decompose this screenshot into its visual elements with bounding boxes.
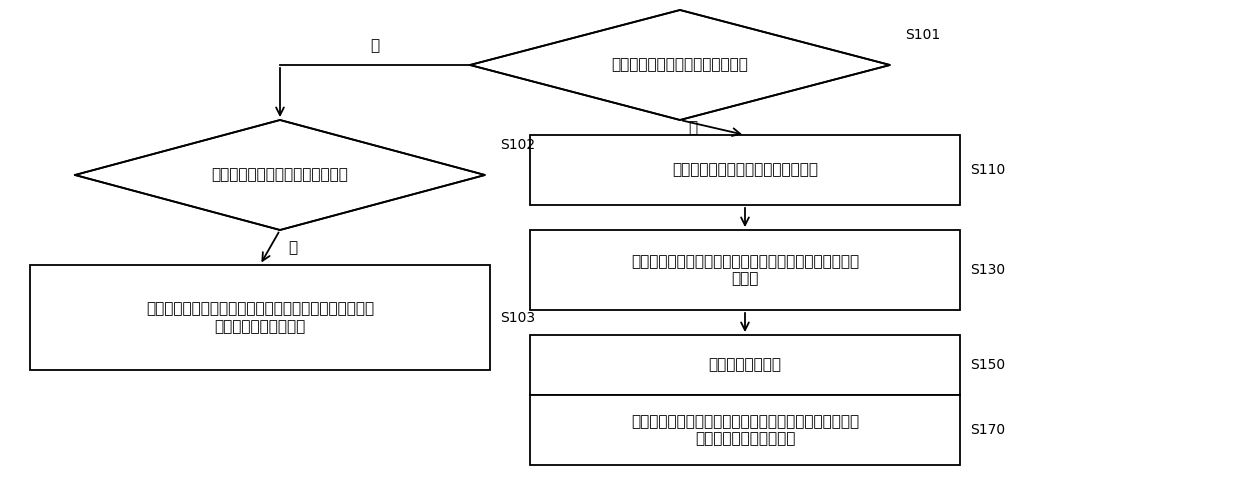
Polygon shape bbox=[470, 10, 890, 120]
Polygon shape bbox=[74, 120, 485, 230]
Text: S103: S103 bbox=[500, 311, 536, 325]
Text: 是: 是 bbox=[288, 240, 298, 255]
Bar bbox=[529, 395, 960, 465]
Bar bbox=[529, 335, 960, 395]
Text: S130: S130 bbox=[970, 263, 1006, 277]
Text: 是: 是 bbox=[688, 120, 697, 135]
Text: 检测是否接收到手动模式开启指令: 检测是否接收到手动模式开启指令 bbox=[212, 167, 348, 183]
Text: S150: S150 bbox=[970, 358, 1006, 372]
Bar bbox=[529, 135, 960, 205]
Text: S170: S170 bbox=[970, 423, 1006, 437]
Text: S110: S110 bbox=[970, 163, 1006, 177]
Text: 在波形采集时长等于预设时长时停止采集，得到波形采集
时长之内采集的气隙波形: 在波形采集时长等于预设时长时停止采集，得到波形采集 时长之内采集的气隙波形 bbox=[631, 414, 859, 446]
Bar bbox=[30, 265, 490, 370]
Text: 记录波形采集时长: 记录波形采集时长 bbox=[708, 358, 781, 372]
Text: 检测是否接收到自动模式开启指令: 检测是否接收到自动模式开启指令 bbox=[611, 57, 749, 73]
Text: 获取发电机启停机过程中的运行参数: 获取发电机启停机过程中的运行参数 bbox=[672, 163, 818, 177]
Text: 在运行参数与预设标准参数匹配时，开始采集发电机的气
隙波形: 在运行参数与预设标准参数匹配时，开始采集发电机的气 隙波形 bbox=[631, 254, 859, 286]
Text: 在接收到启动指令时开始采集发电机的气隙波形；在接收
到终止指令时停止采集: 在接收到启动指令时开始采集发电机的气隙波形；在接收 到终止指令时停止采集 bbox=[146, 301, 374, 334]
Text: S102: S102 bbox=[500, 138, 536, 152]
Text: 否: 否 bbox=[371, 38, 379, 53]
Bar bbox=[529, 230, 960, 310]
Text: S101: S101 bbox=[905, 28, 940, 42]
